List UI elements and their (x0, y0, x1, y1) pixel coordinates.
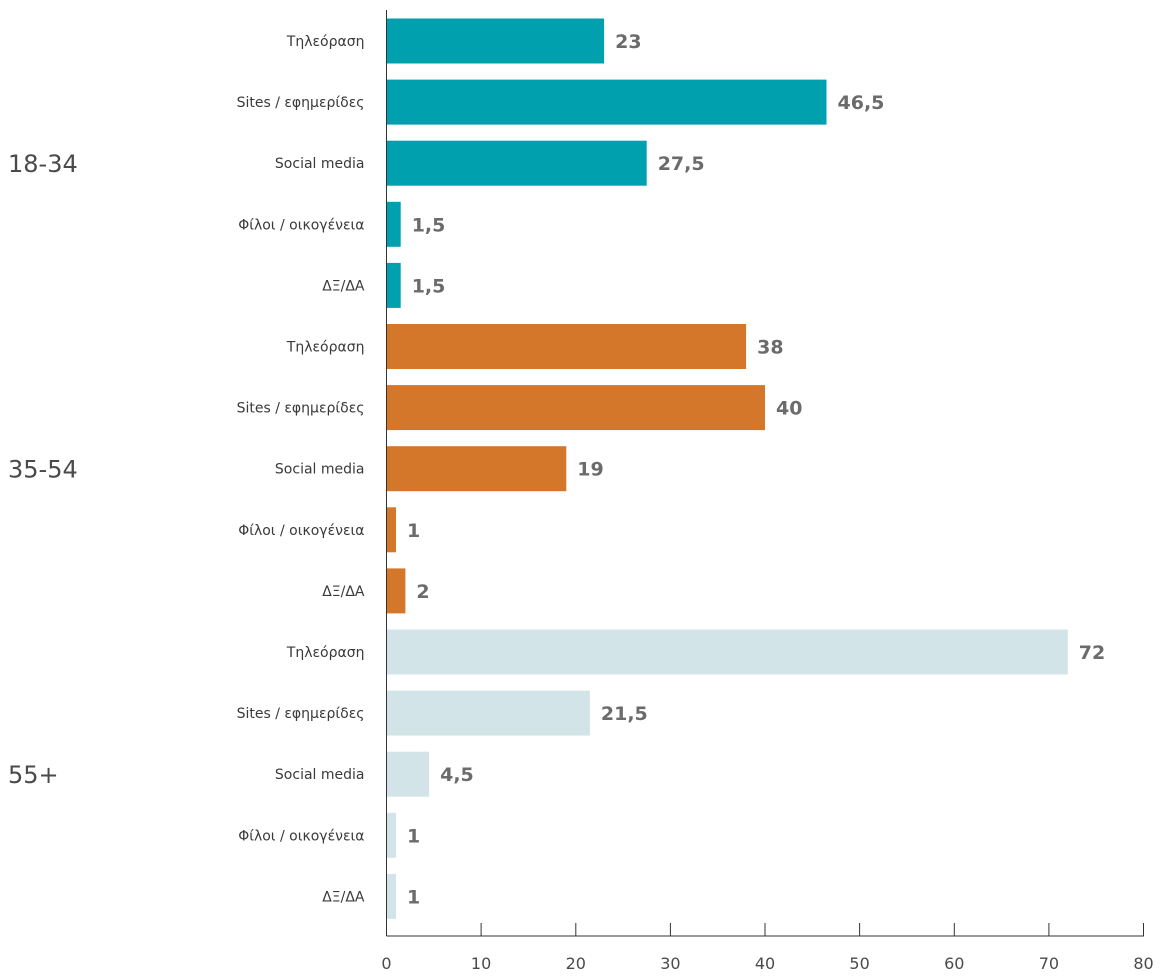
x-tick-label: 0 (381, 954, 391, 973)
category-label: ΔΞ/ΔΑ (322, 889, 365, 905)
x-tick-label: 70 (1039, 954, 1059, 973)
x-tick-label: 80 (1133, 954, 1153, 973)
category-label: Social media (275, 767, 365, 783)
x-axis: 0 10 20 30 40 50 60 70 80 (381, 10, 1154, 973)
bar-35-54-4 (386, 568, 406, 614)
bar-55+-1 (386, 690, 590, 736)
category-label: Φίλοι / οικογένεια (238, 523, 364, 539)
category-label: Sites / εφημερίδες (237, 706, 365, 722)
bar-55+-2 (386, 751, 430, 797)
data-label: 27,5 (658, 153, 705, 175)
bars-layer: Τηλεόραση 23 Sites / εφημερίδες 46,5 Social … (8, 18, 1105, 919)
data-label: 23 (615, 31, 641, 53)
bar-55+-0 (386, 629, 1068, 675)
category-label: Social media (275, 156, 365, 172)
category-label: ΔΞ/ΔΑ (322, 584, 365, 600)
group-label-55+: 55+ (8, 761, 59, 789)
x-tick-label: 30 (660, 954, 680, 973)
bar-35-54-3 (386, 507, 396, 553)
category-label: ΔΞ/ΔΑ (322, 278, 365, 294)
data-label: 1 (407, 825, 420, 847)
bar-18-34-3 (386, 201, 401, 247)
data-label: 72 (1079, 642, 1105, 664)
data-label: 4,5 (440, 764, 474, 786)
group-label-18-34: 18-34 (8, 150, 78, 178)
group-label-35-54: 35-54 (8, 456, 78, 484)
bar-18-34-2 (386, 140, 647, 186)
bar-18-34-0 (386, 18, 605, 64)
category-label: Τηλεόραση (286, 340, 365, 356)
category-label: Sites / εφημερίδες (237, 401, 365, 417)
bar-18-34-1 (386, 79, 827, 125)
category-label: Φίλοι / οικογένεια (238, 217, 364, 233)
bar-55+-3 (386, 812, 396, 858)
bar-35-54-1 (386, 385, 765, 431)
data-label: 46,5 (838, 92, 885, 114)
data-label: 40 (776, 398, 802, 420)
data-label: 2 (416, 581, 429, 603)
data-label: 38 (757, 337, 783, 359)
bar-55+-4 (386, 873, 396, 919)
bar-18-34-4 (386, 262, 401, 308)
data-label: 21,5 (601, 703, 648, 725)
data-label: 1,5 (412, 275, 446, 297)
x-tick-label: 40 (755, 954, 775, 973)
category-label: Sites / εφημερίδες (237, 95, 365, 111)
data-label: 19 (577, 459, 603, 481)
category-label: Φίλοι / οικογένεια (238, 828, 364, 844)
bar-35-54-0 (386, 324, 747, 369)
x-tick-label: 60 (944, 954, 964, 973)
category-label: Τηλεόραση (286, 645, 365, 661)
bar-35-54-2 (386, 446, 567, 492)
x-tick-label: 20 (566, 954, 586, 973)
data-label: 1 (407, 520, 420, 542)
x-tick-label: 10 (471, 954, 491, 973)
category-label: Social media (275, 462, 365, 478)
data-label: 1 (407, 886, 420, 908)
x-tick-label: 50 (849, 954, 869, 973)
data-label: 1,5 (412, 214, 446, 236)
category-label: Τηλεόραση (286, 34, 365, 50)
